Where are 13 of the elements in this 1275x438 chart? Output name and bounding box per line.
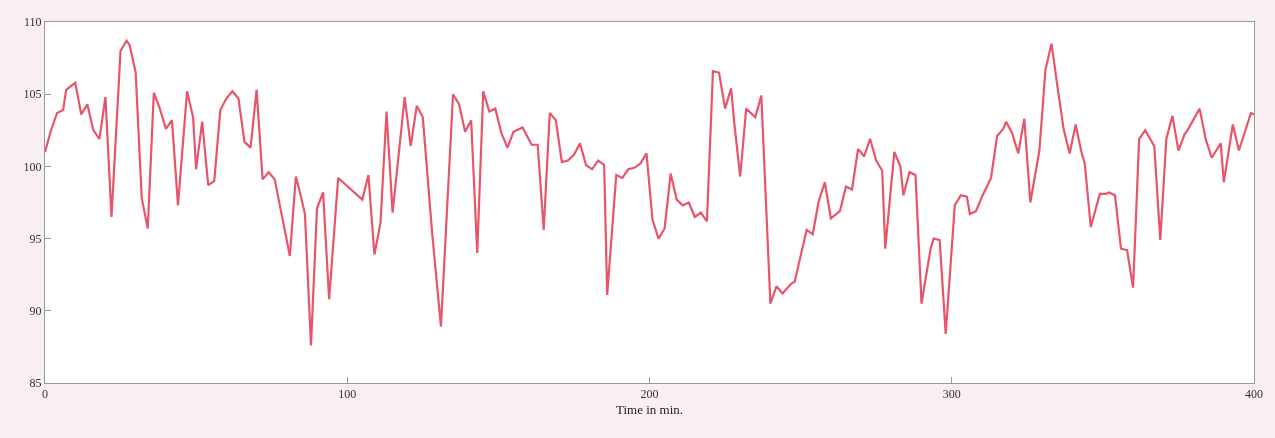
y-tick-label: 105 (23, 87, 42, 102)
x-tick-label: 0 (42, 387, 48, 402)
y-tick-label: 100 (23, 159, 42, 174)
x-axis-title: Time in min. (615, 402, 684, 417)
y-tick-label: 95 (29, 231, 42, 246)
y-tick-label: 90 (29, 304, 42, 318)
x-tick-label: 100 (338, 387, 357, 402)
x-tick-label: 400 (1245, 387, 1263, 402)
y-tick-label: 85 (29, 376, 42, 391)
y-tick-label: 110 (24, 15, 42, 30)
x-tick-label: 200 (640, 387, 659, 402)
x-tick-label: 300 (942, 387, 961, 402)
line-series (45, 39, 1254, 347)
